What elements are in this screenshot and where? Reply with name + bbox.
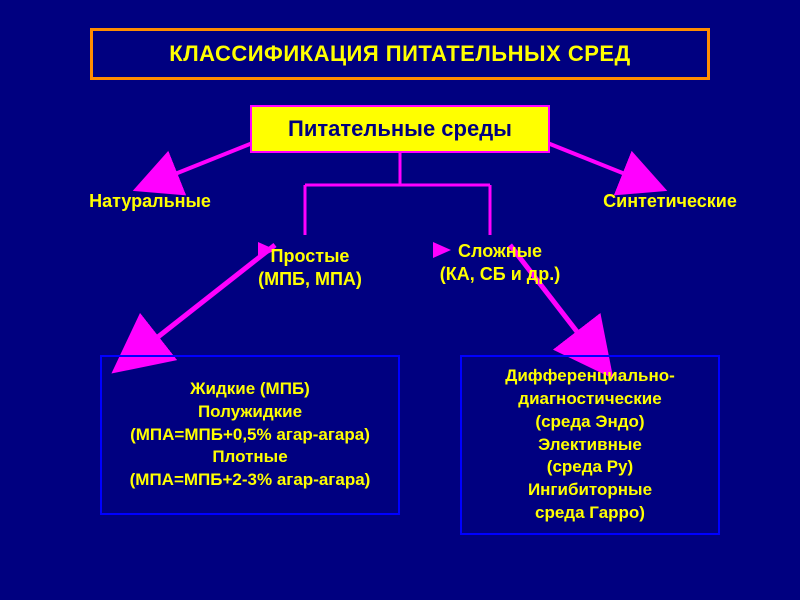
root-text: Питательные среды (288, 116, 512, 142)
branch-mid-left-label: Простые (МПБ, МПА) (245, 245, 375, 290)
title-text: КЛАССИФИКАЦИЯ ПИТАТЕЛЬНЫХ СРЕД (169, 41, 630, 67)
leaf-left: Жидкие (МПБ) Полужидкие (МПА=МПБ+0,5% аг… (100, 355, 400, 515)
leaf-left-text: Жидкие (МПБ) Полужидкие (МПА=МПБ+0,5% аг… (130, 378, 371, 493)
leaf-right-text: Дифференциально- диагностические (среда … (505, 365, 675, 526)
branch-left-label: Натуральные (60, 190, 240, 213)
branch-mid-right-label: Сложные (КА, СБ и др.) (420, 240, 580, 285)
branch-right-label: Синтетические (570, 190, 770, 213)
leaf-right: Дифференциально- диагностические (среда … (460, 355, 720, 535)
root-node: Питательные среды (250, 105, 550, 153)
title-box: КЛАССИФИКАЦИЯ ПИТАТЕЛЬНЫХ СРЕД (90, 28, 710, 80)
